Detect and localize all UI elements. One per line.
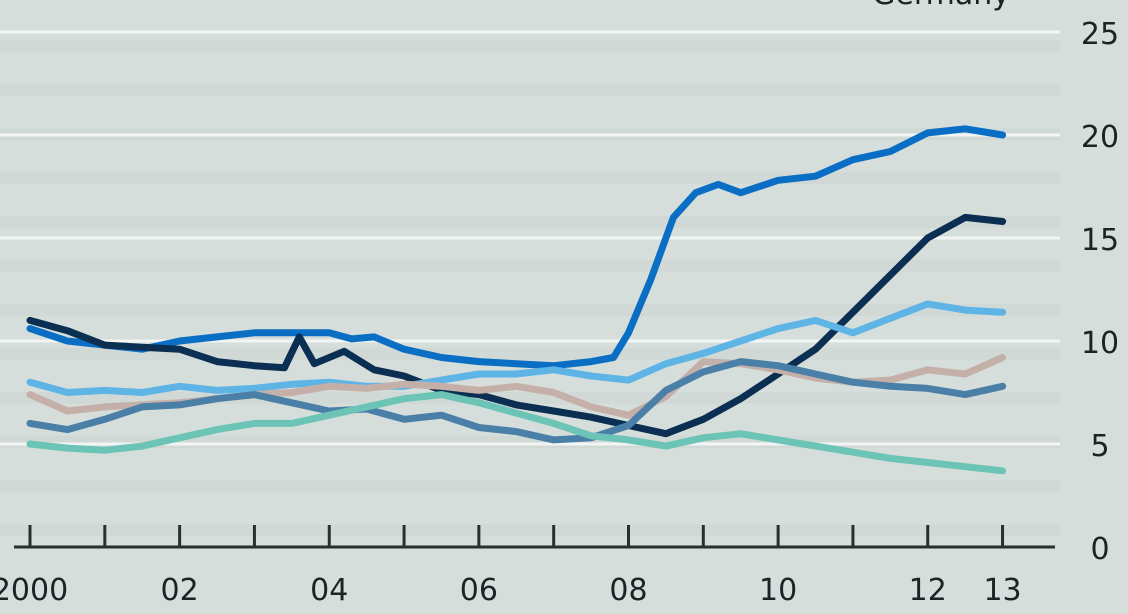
background-texture-band [0, 348, 1060, 360]
x-tick-label: 04 [310, 573, 348, 608]
y-tick-label: 0 [1090, 532, 1109, 567]
y-axis-labels: 0 5 10 15 20 25 [1081, 17, 1119, 567]
x-tick-label: 02 [161, 573, 199, 608]
background-texture-band [0, 172, 1060, 184]
x-tick-label: 12 [909, 573, 947, 608]
y-tick-label: 10 [1081, 326, 1119, 361]
y-tick-label: 15 [1081, 223, 1119, 258]
series-line-6 [26, 391, 1007, 475]
x-tick-label: 10 [759, 573, 797, 608]
background-texture-band [0, 84, 1060, 96]
series-line-1 [26, 125, 1007, 370]
y-tick-label: 20 [1081, 120, 1119, 155]
x-tick-label: 08 [609, 573, 647, 608]
chart-top-label: Germany [872, 0, 1010, 12]
x-tick-label: 2000 [0, 573, 68, 608]
background-texture-band [0, 480, 1060, 492]
y-tick-label: 5 [1090, 429, 1109, 464]
x-axis: 2000 02 04 06 08 10 12 13 [0, 525, 1055, 608]
series-line-2 [26, 213, 1007, 438]
background-texture-band [0, 304, 1060, 316]
background-texture-band [0, 524, 1060, 536]
series-line-5 [26, 358, 1007, 444]
series-line-3 [26, 300, 1007, 396]
y-tick-label: 25 [1081, 17, 1119, 52]
background-texture-band [0, 216, 1060, 228]
background-texture-band [0, 260, 1060, 272]
x-tick-label: 06 [460, 573, 498, 608]
background-texture-band [0, 40, 1060, 52]
series-lines [26, 125, 1007, 475]
x-tick-label: 13 [983, 573, 1021, 608]
